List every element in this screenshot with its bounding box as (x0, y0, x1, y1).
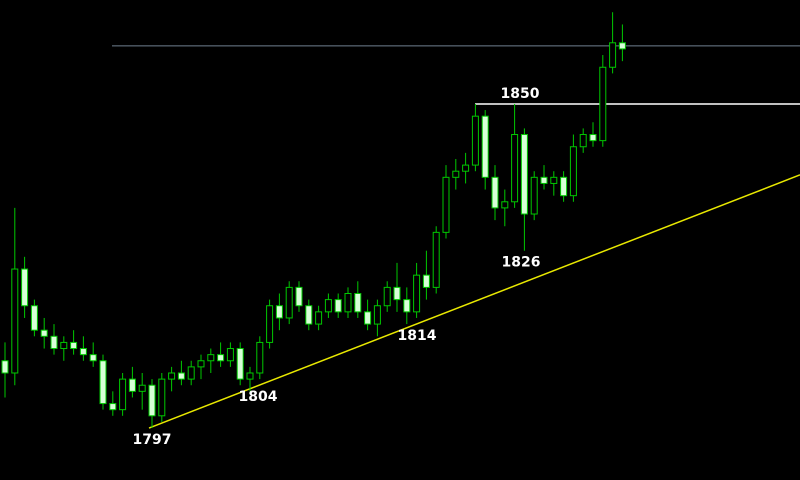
candle-body (471, 115, 479, 166)
candle-body (491, 176, 499, 209)
candle-body (373, 305, 381, 325)
candle-body (432, 231, 440, 288)
candle-body (275, 305, 283, 319)
candle-body (217, 354, 225, 362)
candle-body (266, 305, 274, 343)
candle-body (462, 164, 470, 172)
candle-body (109, 403, 117, 411)
price-label: 1804 (239, 389, 278, 405)
candle-body (422, 274, 430, 288)
candle-body (364, 311, 372, 325)
candle-body (207, 354, 215, 362)
candle-body (158, 378, 166, 417)
candle-body (256, 341, 264, 374)
candle-body (354, 293, 362, 313)
candle-body (511, 134, 519, 203)
candle-body (226, 348, 234, 362)
candle-body (119, 378, 127, 411)
candle-body (413, 274, 421, 313)
candle-body (99, 360, 107, 405)
candle-body (197, 360, 205, 368)
candle-body (236, 348, 244, 380)
candle-body (579, 134, 587, 148)
candle-body (315, 311, 323, 325)
candle-body (393, 286, 401, 301)
candle-body (452, 170, 460, 178)
candle-body (530, 176, 538, 215)
candle-body (344, 293, 352, 313)
candle-body (599, 66, 607, 142)
candle-body (11, 268, 19, 374)
candle-body (40, 329, 48, 337)
candle-body (560, 176, 568, 197)
candle-body (60, 341, 68, 350)
candle-body (569, 146, 577, 197)
candle-body (21, 268, 29, 307)
candle-body (501, 201, 509, 209)
candle-body (295, 286, 303, 307)
candle-body (285, 286, 293, 319)
candle-body (442, 176, 450, 233)
candle-body (246, 372, 254, 380)
candle-body (589, 134, 597, 142)
candle-body (383, 286, 391, 307)
candle-body (148, 384, 156, 417)
price-label: 1826 (502, 255, 541, 271)
price-label: 1814 (398, 328, 437, 344)
candle-body (138, 384, 146, 392)
candle-body (609, 42, 617, 68)
price-label: 1797 (133, 432, 172, 448)
candle-body (403, 299, 411, 313)
candle-body (89, 354, 97, 362)
candle-body (540, 176, 548, 184)
candle-body (70, 341, 78, 350)
candle-body (177, 372, 185, 380)
trendline (148, 174, 800, 429)
candle-body (550, 176, 558, 184)
candle-body (128, 378, 136, 392)
candle-body (481, 115, 489, 178)
candle-body (334, 299, 342, 313)
candle-body (168, 372, 176, 380)
candle-body (305, 305, 313, 325)
candle-body (520, 134, 528, 215)
candle-body (187, 366, 195, 380)
candle-body (50, 335, 58, 350)
price-label: 1850 (501, 86, 540, 102)
candle-body (30, 305, 38, 331)
candle-body (324, 299, 332, 313)
candle-body (1, 360, 9, 374)
candle-body (618, 42, 626, 50)
candle-body (79, 348, 87, 356)
